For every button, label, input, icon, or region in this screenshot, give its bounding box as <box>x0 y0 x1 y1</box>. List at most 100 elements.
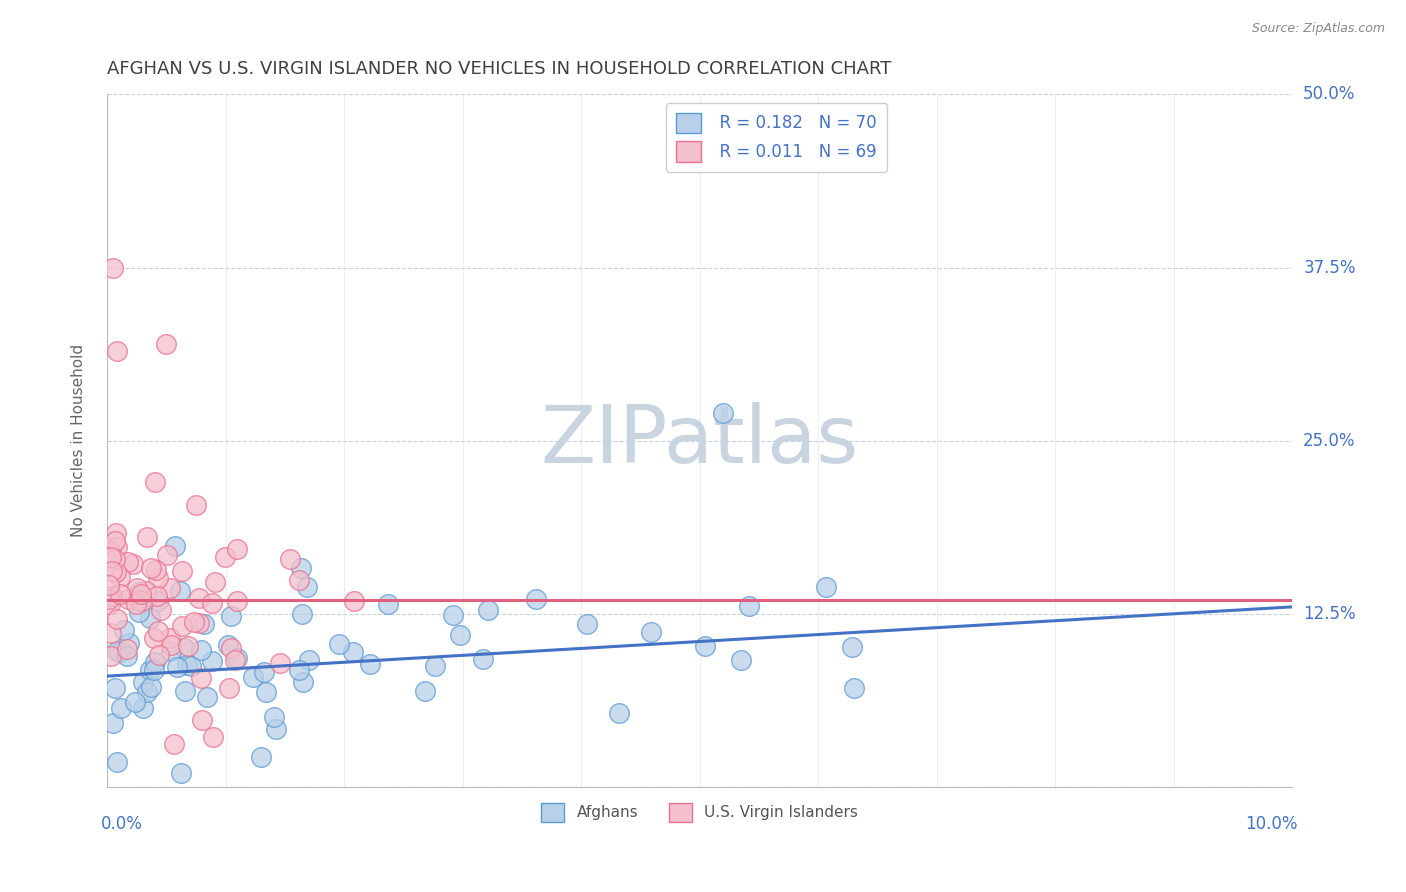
Point <box>423 659 446 673</box>
Point <box>142 664 165 678</box>
Point <box>104 552 127 566</box>
Point <box>169 583 191 598</box>
Point <box>101 590 124 604</box>
Point <box>841 640 863 654</box>
Point <box>160 644 183 658</box>
Point <box>105 755 128 769</box>
Point <box>738 599 761 613</box>
Point <box>105 541 128 555</box>
Point <box>183 615 205 629</box>
Point <box>146 571 169 585</box>
Point <box>195 690 218 704</box>
Point <box>128 605 150 619</box>
Point <box>163 539 186 553</box>
Point <box>100 550 122 565</box>
Point <box>224 653 246 667</box>
Point <box>159 631 181 645</box>
Point <box>287 663 309 677</box>
Point <box>290 560 312 574</box>
Point <box>124 695 146 709</box>
Point <box>98 591 121 606</box>
Point <box>112 623 135 637</box>
Point <box>342 644 364 658</box>
Point <box>187 616 209 631</box>
Point <box>201 596 224 610</box>
Point <box>98 578 121 592</box>
Point <box>607 706 630 721</box>
Point <box>110 700 132 714</box>
Point <box>139 611 162 625</box>
Point <box>201 730 224 744</box>
Point <box>125 598 148 612</box>
Point <box>150 603 173 617</box>
Point <box>101 564 124 578</box>
Point <box>477 603 499 617</box>
Point <box>131 594 153 608</box>
Point <box>101 260 124 275</box>
Point <box>226 651 249 665</box>
Point <box>449 628 471 642</box>
Point <box>125 581 148 595</box>
Text: 10.0%: 10.0% <box>1246 814 1298 832</box>
Point <box>103 681 125 695</box>
Point <box>139 560 162 574</box>
Point <box>163 738 186 752</box>
Point <box>415 684 437 698</box>
Point <box>173 683 195 698</box>
Point <box>221 641 243 656</box>
Point <box>98 540 121 554</box>
Point <box>148 624 170 638</box>
Point <box>101 715 124 730</box>
Point <box>143 655 166 669</box>
Point <box>156 548 179 562</box>
Point <box>128 593 150 607</box>
Point <box>155 336 177 351</box>
Point <box>100 626 122 640</box>
Text: 25.0%: 25.0% <box>1303 432 1355 450</box>
Point <box>146 594 169 608</box>
Point <box>115 641 138 656</box>
Text: 50.0%: 50.0% <box>1303 86 1355 103</box>
Point <box>180 659 202 673</box>
Point <box>136 529 159 543</box>
Point <box>441 607 464 622</box>
Point <box>269 656 291 670</box>
Point <box>143 475 166 489</box>
Point <box>170 766 193 780</box>
Point <box>190 713 212 727</box>
Point <box>188 591 211 605</box>
Point <box>253 665 276 680</box>
Point <box>139 681 162 695</box>
Point <box>100 649 122 664</box>
Point <box>103 533 125 548</box>
Point <box>117 555 139 569</box>
Point <box>576 617 599 632</box>
Point <box>844 681 866 695</box>
Point <box>129 587 152 601</box>
Point <box>128 584 150 599</box>
Point <box>118 636 141 650</box>
Point <box>139 664 162 678</box>
Point <box>105 525 128 540</box>
Text: 0.0%: 0.0% <box>101 814 143 832</box>
Point <box>136 685 159 699</box>
Point <box>104 566 127 580</box>
Point <box>640 625 662 640</box>
Point <box>250 750 273 764</box>
Point <box>295 580 318 594</box>
Point <box>359 657 381 672</box>
Point <box>100 589 122 603</box>
Point <box>176 657 198 672</box>
Point <box>98 597 121 611</box>
Point <box>105 343 128 358</box>
Point <box>254 685 277 699</box>
Text: 12.5%: 12.5% <box>1303 605 1355 623</box>
Point <box>122 557 145 571</box>
Point <box>108 645 131 659</box>
Point <box>217 638 239 652</box>
Point <box>218 681 240 695</box>
Legend: Afghans, U.S. Virgin Islanders: Afghans, U.S. Virgin Islanders <box>536 797 863 828</box>
Point <box>225 542 247 557</box>
Y-axis label: No Vehicles in Household: No Vehicles in Household <box>72 344 86 537</box>
Text: AFGHAN VS U.S. VIRGIN ISLANDER NO VEHICLES IN HOUSEHOLD CORRELATION CHART: AFGHAN VS U.S. VIRGIN ISLANDER NO VEHICL… <box>107 60 891 78</box>
